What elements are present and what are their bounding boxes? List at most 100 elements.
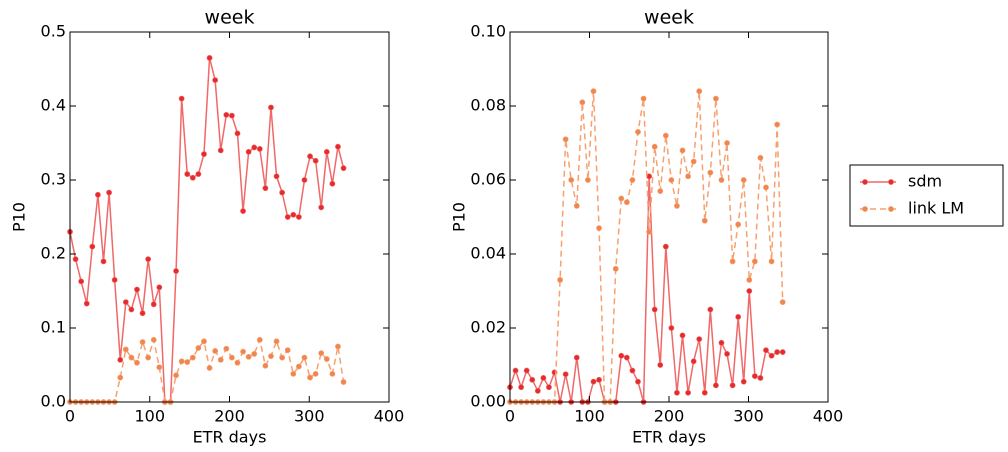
data-point: [685, 389, 691, 396]
data-point: [740, 177, 747, 183]
data-point: [568, 177, 575, 183]
plot-frame: [69, 31, 390, 403]
data-point: [623, 199, 630, 206]
data-point: [150, 301, 157, 308]
data-point: [529, 376, 536, 383]
data-point: [295, 363, 302, 370]
data-point: [290, 211, 297, 218]
data-point: [178, 95, 185, 102]
legend-marker: [888, 206, 894, 212]
data-point: [779, 299, 786, 305]
data-point: [273, 173, 280, 180]
data-point: [763, 184, 769, 191]
data-point: [307, 374, 313, 381]
y-tick-label: 0.10: [470, 22, 506, 41]
data-point: [657, 362, 664, 368]
data-point: [245, 353, 252, 360]
data-point: [307, 153, 313, 160]
data-point: [668, 325, 675, 331]
data-point: [223, 345, 230, 352]
data-point: [746, 288, 753, 294]
data-point: [751, 258, 758, 265]
data-point: [240, 348, 246, 355]
y-tick-label: 0.0: [41, 392, 66, 411]
data-point: [668, 177, 675, 183]
data-point: [329, 180, 336, 187]
data-point: [251, 144, 258, 151]
data-point: [184, 359, 191, 365]
data-point: [662, 243, 669, 250]
y-tick-label: 0.06: [470, 170, 506, 189]
data-point: [228, 354, 235, 361]
data-point: [540, 375, 547, 381]
data-point: [228, 112, 235, 119]
data-point: [679, 332, 686, 339]
data-point: [89, 243, 96, 250]
data-point: [295, 214, 302, 220]
data-point: [245, 148, 252, 155]
data-point: [690, 358, 697, 365]
data-point: [234, 359, 241, 366]
data-point: [268, 104, 274, 111]
data-point: [189, 174, 196, 181]
data-point: [150, 336, 157, 343]
x-tick-label: 400: [374, 407, 405, 426]
data-point: [724, 350, 730, 357]
data-point: [301, 354, 308, 361]
data-point: [262, 362, 269, 369]
data-point: [546, 384, 552, 391]
data-point: [329, 370, 336, 377]
data-point: [217, 356, 224, 363]
data-point: [579, 99, 586, 106]
data-point: [724, 140, 730, 146]
chart-title: week: [644, 7, 694, 29]
data-point: [573, 202, 580, 209]
data-point: [729, 258, 736, 265]
data-point: [323, 148, 330, 155]
data-point: [768, 258, 775, 265]
data-point: [195, 171, 202, 177]
data-point: [774, 121, 781, 128]
data-point: [534, 387, 541, 394]
data-point: [768, 352, 775, 359]
data-point: [774, 349, 781, 355]
data-point: [651, 306, 658, 313]
x-axis-label: ETR days: [632, 428, 706, 447]
data-point: [623, 354, 630, 361]
data-point: [178, 358, 185, 365]
data-point: [713, 382, 719, 389]
data-point: [763, 347, 769, 354]
data-point: [573, 354, 580, 361]
y-tick-label: 0.04: [470, 244, 506, 263]
data-point: [201, 151, 207, 157]
data-point: [718, 339, 725, 346]
data-point: [128, 354, 135, 361]
data-point: [256, 336, 263, 343]
data-point: [134, 286, 140, 293]
data-point: [735, 313, 742, 320]
data-point: [284, 214, 291, 220]
data-point: [122, 346, 129, 353]
y-tick-label: 0.00: [470, 392, 506, 411]
data-point: [696, 88, 703, 95]
data-point: [707, 306, 714, 313]
data-point: [262, 185, 269, 192]
data-point: [701, 217, 708, 224]
y-tick-label: 0.2: [41, 244, 66, 263]
data-point: [629, 177, 636, 183]
data-point: [618, 352, 625, 359]
y-tick-label: 0.02: [470, 318, 506, 337]
x-tick-label: 0: [65, 407, 75, 426]
data-point: [562, 136, 569, 143]
x-tick-label: 300: [733, 407, 764, 426]
data-point: [751, 373, 758, 379]
data-point: [312, 157, 319, 164]
data-point: [212, 77, 219, 83]
data-point: [596, 376, 602, 383]
data-point: [713, 95, 719, 102]
data-point: [318, 350, 325, 357]
data-point: [646, 228, 653, 235]
data-point: [301, 177, 308, 183]
data-point: [596, 225, 602, 231]
data-point: [757, 375, 764, 381]
